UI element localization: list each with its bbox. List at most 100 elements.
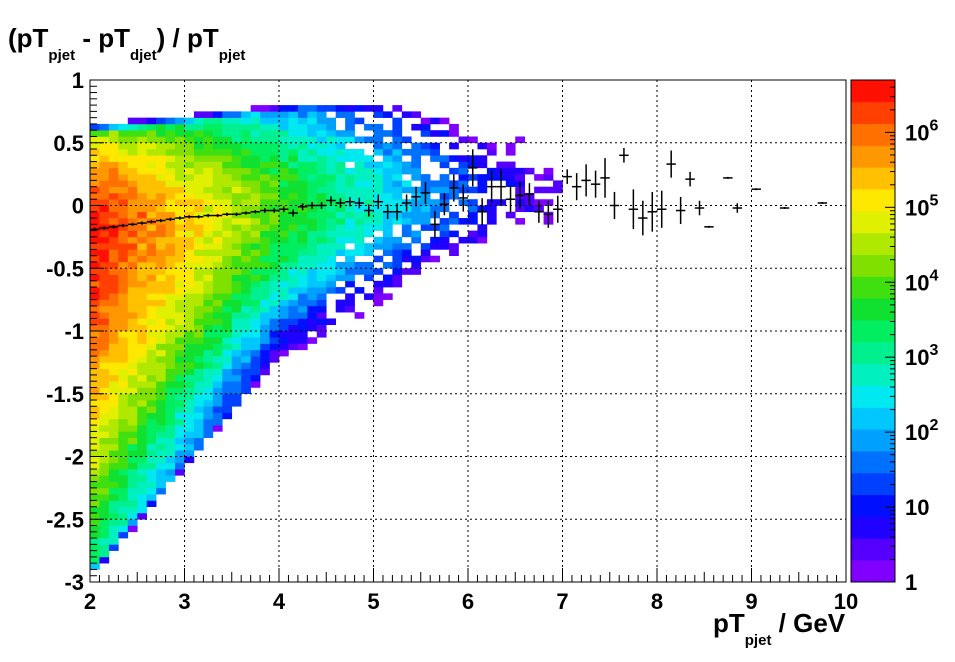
y-axis-title: (pTpjet - pTdjet) / pTpjet xyxy=(8,23,245,64)
heatmap-cell xyxy=(297,130,308,137)
heatmap-cell xyxy=(156,481,166,489)
heatmap-cell xyxy=(297,331,308,338)
y-tick-label: -0.5 xyxy=(46,256,84,281)
heatmap-cell xyxy=(279,155,289,162)
heatmap-cell xyxy=(90,400,100,407)
heatmap-cell xyxy=(156,199,166,206)
heatmap-cell xyxy=(108,230,119,238)
heatmap-cell xyxy=(241,199,251,206)
heatmap-cell xyxy=(175,174,185,181)
heatmap-cell xyxy=(241,236,251,244)
heatmap-cell xyxy=(288,343,299,351)
heatmap-cell xyxy=(108,299,119,307)
heatmap-cell xyxy=(108,487,119,495)
heatmap-cell xyxy=(99,519,110,526)
heatmap-cell xyxy=(382,243,393,250)
heatmap-cell xyxy=(203,174,214,181)
heatmap-cell xyxy=(165,437,176,445)
heatmap-cell xyxy=(505,167,516,175)
heatmap-cell xyxy=(137,512,147,520)
heatmap-cell xyxy=(203,299,214,307)
heatmap-cell xyxy=(354,174,365,181)
heatmap-cell xyxy=(335,230,346,238)
heatmap-cell xyxy=(90,343,100,351)
heatmap-cell xyxy=(279,343,289,351)
heatmap-cell xyxy=(156,456,166,464)
heatmap-cell xyxy=(543,174,554,181)
heatmap-cell xyxy=(420,117,431,125)
heatmap-cell xyxy=(193,136,204,144)
heatmap-cell xyxy=(165,462,176,470)
heatmap-cell xyxy=(250,293,261,300)
heatmap-cell xyxy=(269,312,280,319)
heatmap-cell xyxy=(184,142,195,150)
heatmap-cell xyxy=(203,324,214,332)
heatmap-cell xyxy=(175,312,185,319)
heatmap-cell xyxy=(326,261,336,269)
heatmap-cell xyxy=(241,356,251,363)
heatmap-cell xyxy=(137,481,147,489)
heatmap-cell xyxy=(118,481,129,489)
heatmap-cell xyxy=(127,305,138,313)
heatmap-cell xyxy=(118,130,129,137)
heatmap-cell xyxy=(108,437,119,445)
heatmap-cell xyxy=(99,236,110,244)
heatmap-cell xyxy=(212,218,223,225)
heatmap-cell xyxy=(382,218,393,225)
heatmap-cell xyxy=(118,180,129,187)
heatmap-cell xyxy=(165,450,176,457)
heatmap-cell xyxy=(90,406,100,413)
heatmap-cell xyxy=(99,475,110,482)
heatmap-cell xyxy=(193,443,204,451)
heatmap-cell xyxy=(288,123,299,131)
heatmap-cell xyxy=(184,312,195,319)
heatmap-cell xyxy=(326,236,336,244)
heatmap-cell xyxy=(345,186,355,194)
heatmap-cell xyxy=(307,274,318,282)
heatmap-cell xyxy=(99,349,110,357)
heatmap-cell xyxy=(288,130,299,137)
heatmap-cell xyxy=(203,155,214,162)
heatmap-cell xyxy=(241,387,251,395)
heatmap-cell xyxy=(203,205,214,213)
heatmap-cell xyxy=(99,324,110,332)
heatmap-cell xyxy=(212,130,223,137)
heatmap-cell xyxy=(99,450,110,457)
heatmap-cell xyxy=(335,205,346,213)
heatmap-cell xyxy=(212,400,223,407)
heatmap-cell xyxy=(439,117,450,125)
heatmap-cell xyxy=(373,218,384,225)
heatmap-cell xyxy=(146,349,157,357)
heatmap-cell xyxy=(137,324,147,332)
heatmap-cell xyxy=(108,337,119,344)
heatmap-cell xyxy=(99,255,110,263)
heatmap-cell xyxy=(146,387,157,395)
heatmap-cell xyxy=(184,456,195,464)
heatmap-cell xyxy=(108,218,119,225)
heatmap-cell xyxy=(354,161,365,169)
heatmap-cell xyxy=(146,192,157,200)
heatmap-cell xyxy=(458,161,469,169)
heatmap-cell xyxy=(90,199,100,206)
heatmap-cell xyxy=(165,475,176,482)
heatmap-cell xyxy=(146,161,157,169)
heatmap-cell xyxy=(392,123,403,131)
heatmap-cell xyxy=(212,167,223,175)
heatmap-cell xyxy=(468,230,478,238)
heatmap-cell xyxy=(231,130,242,137)
heatmap-cell xyxy=(175,130,185,137)
heatmap-cell xyxy=(288,111,299,118)
heatmap-cell xyxy=(127,481,138,489)
heatmap-cell xyxy=(175,387,185,395)
heatmap-cell xyxy=(137,412,147,420)
heatmap-cell xyxy=(373,243,384,250)
heatmap-cell xyxy=(137,236,147,244)
heatmap-cell xyxy=(118,192,129,200)
heatmap-cell xyxy=(297,218,308,225)
heatmap-cell xyxy=(165,230,176,238)
heatmap-cell xyxy=(193,186,204,194)
heatmap-cell xyxy=(231,337,242,344)
heatmap-cell xyxy=(127,456,138,464)
heatmap-cell xyxy=(288,180,299,187)
heatmap-cell xyxy=(137,136,147,144)
